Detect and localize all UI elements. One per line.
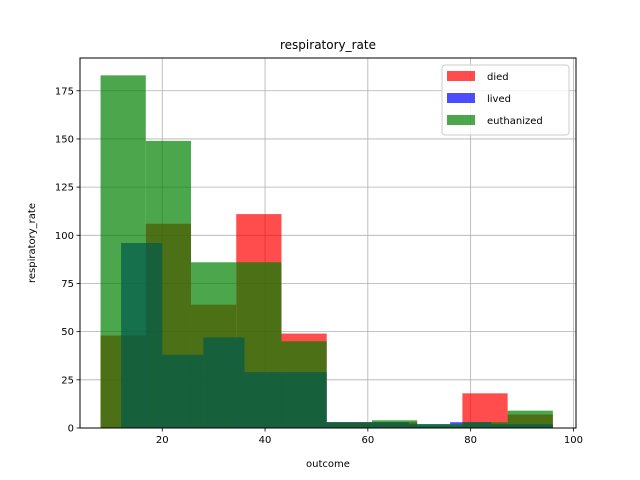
- histogram-bars: [100, 75, 553, 429]
- x-tick-label: 100: [564, 435, 583, 446]
- bar-euthanized: [191, 262, 237, 428]
- bar-euthanized: [326, 422, 372, 428]
- x-tick-label: 60: [361, 435, 374, 446]
- x-axis-ticks: 20 40 60 80 100: [156, 428, 583, 446]
- y-tick-label: 100: [55, 231, 74, 242]
- legend-label-died: died: [487, 72, 509, 83]
- legend-swatch-lived: [447, 93, 475, 103]
- plot-frame: [79, 57, 577, 429]
- x-axis-label: outcome: [306, 459, 350, 470]
- bar-euthanized: [417, 424, 463, 428]
- legend-label-lived: lived: [487, 94, 511, 105]
- chart-title: respiratory_rate: [280, 38, 376, 52]
- y-axis-ticks: 0 25 50 75 100 125 150 175: [55, 86, 80, 435]
- y-axis-label: respiratory_rate: [27, 203, 38, 283]
- bar-euthanized: [236, 262, 282, 428]
- y-tick-label: 175: [55, 86, 74, 97]
- bar-euthanized: [145, 140, 192, 429]
- bar-euthanized: [462, 422, 508, 428]
- x-tick-label: 20: [156, 435, 169, 446]
- legend: died lived euthanized: [441, 64, 570, 136]
- y-tick-label: 0: [68, 424, 74, 435]
- y-tick-label: 50: [61, 327, 74, 338]
- legend-swatch-died: [447, 71, 475, 81]
- y-tick-label: 150: [55, 134, 74, 145]
- y-tick-label: 25: [61, 375, 74, 386]
- bar-euthanized: [371, 420, 418, 428]
- legend-swatch-euthanized: [447, 115, 475, 125]
- legend-label-euthanized: euthanized: [487, 116, 543, 127]
- y-tick-label: 125: [55, 183, 74, 194]
- y-tick-label: 75: [61, 279, 74, 290]
- x-tick-label: 80: [464, 435, 477, 446]
- bar-euthanized: [507, 410, 553, 428]
- bar-euthanized: [281, 341, 327, 428]
- bar-euthanized: [100, 75, 146, 428]
- x-tick-label: 40: [259, 435, 272, 446]
